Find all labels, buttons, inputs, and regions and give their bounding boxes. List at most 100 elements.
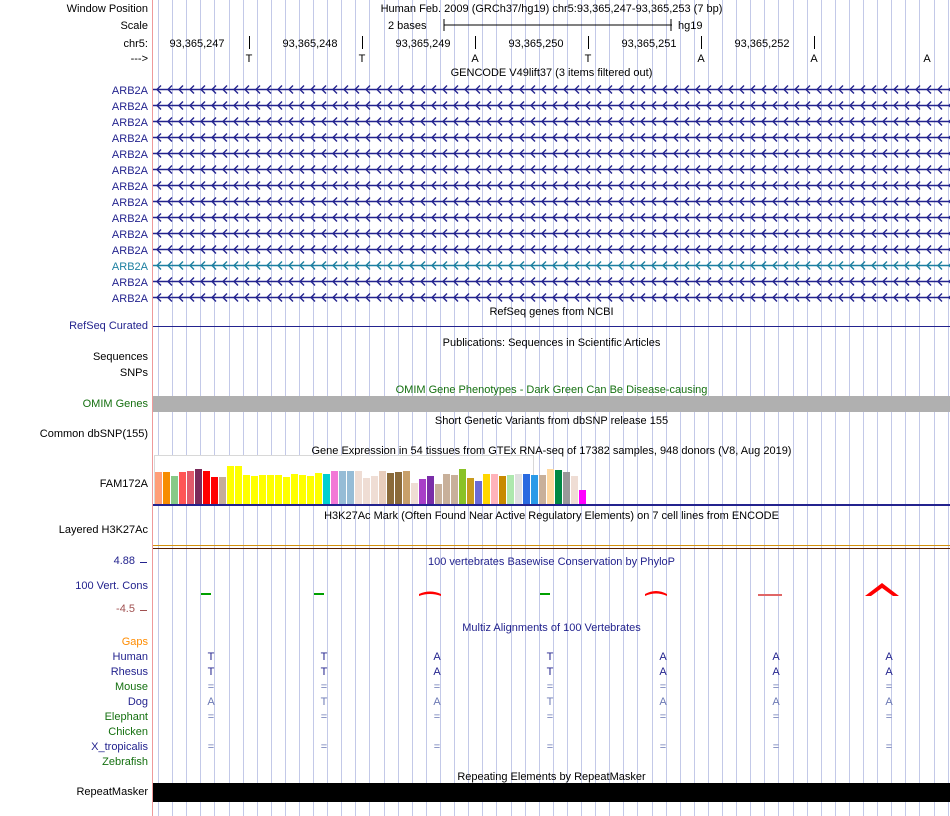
gtex-tissue-bar[interactable] [291, 474, 298, 505]
gtex-tissue-bar[interactable] [483, 474, 490, 505]
gtex-tissue-bar[interactable] [451, 475, 458, 505]
gtex-tissue-bar[interactable] [163, 472, 170, 505]
gtex-tissue-bar[interactable] [507, 475, 514, 505]
omim-label[interactable]: OMIM Genes [82, 398, 148, 410]
gencode-gene-label[interactable]: ARB2A [111, 277, 148, 289]
gencode-gene-row[interactable] [153, 115, 950, 128]
multiz-species-label[interactable]: Elephant [104, 711, 148, 723]
gtex-tissue-bar[interactable] [539, 475, 546, 505]
gtex-tissue-bar[interactable] [531, 475, 538, 505]
conservation-label[interactable]: 100 Vert. Cons [75, 580, 148, 592]
gtex-tissue-bar[interactable] [387, 473, 394, 505]
gtex-tissue-bar[interactable] [435, 484, 442, 505]
gencode-gene-row[interactable] [153, 147, 950, 160]
gtex-tissue-bar[interactable] [515, 474, 522, 505]
gtex-tissue-bar[interactable] [243, 475, 250, 505]
gencode-gene-row[interactable] [153, 163, 950, 176]
refseq-label[interactable]: RefSeq Curated [69, 320, 148, 332]
gtex-tissue-bar[interactable] [547, 469, 554, 505]
gencode-gene-row[interactable] [153, 211, 950, 224]
multiz-species-label[interactable]: X_tropicalis [91, 741, 148, 753]
gtex-tissue-bar[interactable] [171, 476, 178, 505]
gtex-label[interactable]: FAM172A [99, 478, 148, 490]
gencode-gene-row[interactable] [153, 99, 950, 112]
multiz-species-label[interactable]: Chicken [108, 726, 148, 738]
gencode-gene-label[interactable]: ARB2A [111, 197, 148, 209]
gencode-gene-row[interactable] [153, 179, 950, 192]
gtex-tissue-bar[interactable] [339, 471, 346, 505]
gencode-gene-label[interactable]: ARB2A [111, 229, 148, 241]
gtex-tissue-bar[interactable] [475, 481, 482, 505]
gtex-tissue-bar[interactable] [211, 477, 218, 505]
gtex-tissue-bar[interactable] [267, 475, 274, 505]
gtex-tissue-bar[interactable] [571, 476, 578, 505]
gtex-tissue-bar[interactable] [179, 472, 186, 505]
gtex-tissue-bar[interactable] [307, 476, 314, 505]
gencode-gene-row[interactable] [153, 131, 950, 144]
multiz-species-label[interactable]: Dog [127, 696, 148, 708]
gencode-gene-label[interactable]: ARB2A [111, 261, 148, 273]
gtex-tissue-bar[interactable] [219, 477, 226, 505]
gtex-tissue-bar[interactable] [379, 471, 386, 505]
gtex-tissue-bar[interactable] [315, 473, 322, 505]
gtex-tissue-bar[interactable] [411, 483, 418, 505]
gtex-tissue-bar[interactable] [227, 466, 234, 505]
gtex-tissue-bar[interactable] [427, 476, 434, 505]
repeatmasker-label[interactable]: RepeatMasker [76, 786, 148, 798]
gtex-tissue-bar[interactable] [459, 469, 466, 505]
gtex-tissue-bar[interactable] [203, 471, 210, 505]
gencode-gene-row[interactable] [153, 275, 950, 288]
multiz-gaps-label[interactable]: Gaps [121, 636, 148, 648]
multiz-species-label[interactable]: Zebrafish [102, 756, 148, 768]
gencode-gene-row[interactable] [153, 291, 950, 304]
gtex-tissue-bar[interactable] [235, 466, 242, 505]
gencode-gene-row[interactable] [153, 227, 950, 240]
gencode-gene-label[interactable]: ARB2A [111, 85, 148, 97]
gencode-gene-label[interactable]: ARB2A [111, 101, 148, 113]
gtex-tissue-bar[interactable] [499, 476, 506, 505]
gencode-gene-label[interactable]: ARB2A [111, 149, 148, 161]
gtex-tissue-bar[interactable] [371, 476, 378, 505]
refseq-feature-line[interactable] [153, 326, 950, 327]
h3k27ac-label[interactable]: Layered H3K27Ac [58, 524, 148, 536]
gencode-gene-label[interactable]: ARB2A [111, 133, 148, 145]
gtex-tissue-bar[interactable] [355, 471, 362, 505]
gencode-gene-label[interactable]: ARB2A [111, 245, 148, 257]
gtex-tissue-bar[interactable] [187, 471, 194, 505]
gtex-tissue-bar[interactable] [299, 475, 306, 505]
gtex-tissue-bar[interactable] [195, 469, 202, 505]
gtex-expression-barchart[interactable] [155, 458, 587, 505]
publications-sequences-label[interactable]: Sequences [92, 351, 148, 363]
gencode-gene-label[interactable]: ARB2A [111, 165, 148, 177]
gtex-tissue-bar[interactable] [331, 471, 338, 505]
conservation-phylop-plot[interactable] [153, 560, 950, 618]
gencode-gene-row[interactable] [153, 195, 950, 208]
gencode-gene-label[interactable]: ARB2A [111, 293, 148, 305]
gtex-tissue-bar[interactable] [251, 476, 258, 505]
gtex-tissue-bar[interactable] [323, 474, 330, 505]
gtex-tissue-bar[interactable] [283, 477, 290, 505]
gtex-tissue-bar[interactable] [395, 472, 402, 505]
gtex-tissue-bar[interactable] [523, 474, 530, 505]
gtex-tissue-bar[interactable] [563, 472, 570, 505]
gtex-tissue-bar[interactable] [467, 478, 474, 505]
gencode-gene-label[interactable]: ARB2A [111, 117, 148, 129]
gtex-tissue-bar[interactable] [419, 479, 426, 505]
repeatmasker-feature-block[interactable] [153, 783, 950, 802]
gencode-gene-label[interactable]: ARB2A [111, 181, 148, 193]
gtex-tissue-bar[interactable] [443, 474, 450, 505]
multiz-species-label[interactable]: Rhesus [110, 666, 148, 678]
gtex-tissue-bar[interactable] [155, 472, 162, 505]
omim-gene-bar[interactable] [153, 396, 950, 412]
gtex-tissue-bar[interactable] [555, 470, 562, 505]
gencode-gene-row[interactable] [153, 243, 950, 256]
gencode-gene-label[interactable]: ARB2A [111, 213, 148, 225]
gencode-gene-row[interactable] [153, 259, 950, 272]
publications-snps-label[interactable]: SNPs [119, 367, 148, 379]
gtex-tissue-bar[interactable] [275, 475, 282, 505]
multiz-species-label[interactable]: Human [112, 651, 148, 663]
gtex-tissue-bar[interactable] [491, 474, 498, 505]
gencode-gene-row[interactable] [153, 83, 950, 96]
gtex-tissue-bar[interactable] [347, 471, 354, 505]
gtex-tissue-bar[interactable] [363, 478, 370, 505]
